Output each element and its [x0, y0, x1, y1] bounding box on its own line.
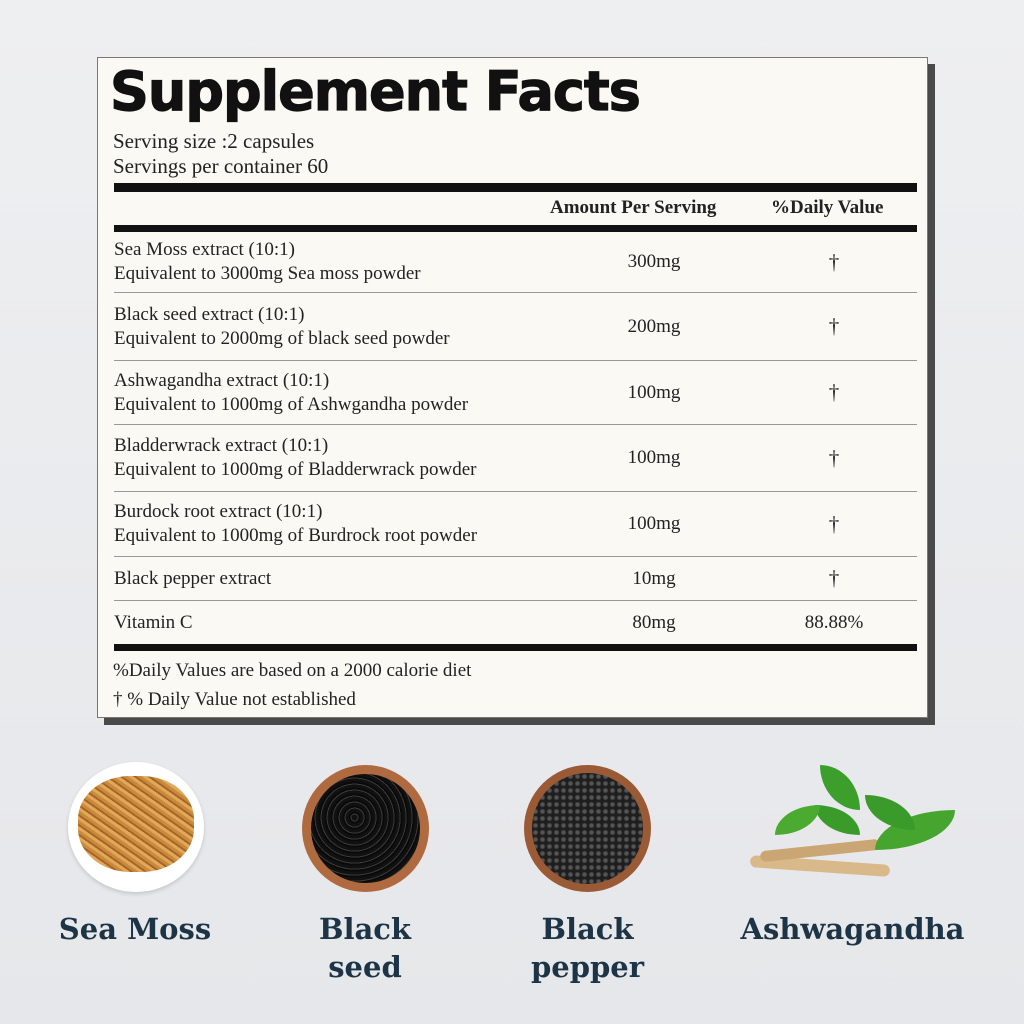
daily-value: † [828, 511, 840, 536]
ingredient-label-sea-moss: Sea Moss [58, 912, 212, 946]
amount: 100mg [627, 381, 681, 403]
black-pepper-image [524, 765, 651, 892]
daily-value: † [828, 445, 840, 470]
divider [114, 225, 917, 232]
amount: 10mg [632, 567, 676, 589]
ashwagandha-image [745, 765, 960, 895]
panel-title: Supplement Facts [109, 59, 641, 123]
table-row: Vitamin C 80mg 88.88% [114, 601, 917, 644]
table-row: Ashwagandha extract (10:1) Equivalent to … [114, 361, 917, 425]
sea-moss-image [68, 762, 204, 892]
table-row: Sea Moss extract (10:1) Equivalent to 300… [114, 232, 917, 293]
table-row: Black pepper extract 10mg † [114, 557, 917, 601]
ingredient-label-ashwagandha: Ashwagandha [740, 912, 965, 946]
ingredient-label-black-pepper: Black pepper [530, 912, 644, 984]
daily-value: † [828, 380, 840, 404]
ingredient-name: Bladderwrack extract (10:1) [114, 435, 329, 456]
table-row: Bladderwrack extract (10:1) Equivalent to… [114, 425, 917, 492]
ingredient-name: Vitamin C [114, 611, 193, 633]
amount: 200mg [627, 315, 681, 337]
ingredient-detail: Equivalent to 2000mg of black seed powde… [114, 327, 450, 349]
amount: 80mg [632, 611, 676, 633]
daily-value: 88.88% [804, 611, 864, 633]
ingredient-detail: Equivalent to 1000mg of Burdrock root po… [114, 525, 478, 546]
daily-value: † [828, 566, 840, 590]
ingredient-detail: Equivalent to 1000mg of Ashwgandha powde… [114, 393, 469, 415]
ingredient-detail: Equivalent to 3000mg Sea moss powder [114, 263, 421, 284]
daily-value: † [828, 249, 840, 274]
ingredient-name: Black seed extract (10:1) [114, 303, 305, 325]
ingredient-label-black-seed: Black seed [318, 912, 412, 984]
serving-size: Serving size :2 capsules [113, 129, 315, 153]
ingredient-name: Sea Moss extract (10:1) [114, 239, 295, 260]
footnote-not-established: † % Daily Value not established [113, 689, 356, 710]
footnote-daily-values: %Daily Values are based on a 2000 calori… [113, 660, 472, 681]
amount: 300mg [627, 251, 681, 272]
ingredient-name: Burdock root extract (10:1) [114, 501, 323, 522]
divider [114, 183, 917, 192]
ingredient-name: Black pepper extract [114, 567, 272, 589]
table-row: Black seed extract (10:1) Equivalent to 2… [114, 293, 917, 361]
amount: 100mg [627, 513, 681, 534]
daily-value: † [828, 314, 840, 338]
divider [114, 644, 917, 651]
ingredient-detail: Equivalent to 1000mg of Bladderwrack pow… [114, 459, 477, 480]
ingredient-name: Ashwagandha extract (10:1) [114, 369, 330, 391]
servings-per-container: Servings per container 60 [113, 154, 329, 178]
daily-value-header: %Daily Value [771, 197, 884, 218]
black-seed-image [302, 765, 429, 892]
table-row: Burdock root extract (10:1) Equivalent to… [114, 492, 917, 557]
supplement-facts-panel: Supplement Facts Serving size :2 capsule… [97, 57, 928, 718]
amount-header: Amount Per Serving [550, 197, 717, 218]
amount: 100mg [627, 447, 681, 468]
